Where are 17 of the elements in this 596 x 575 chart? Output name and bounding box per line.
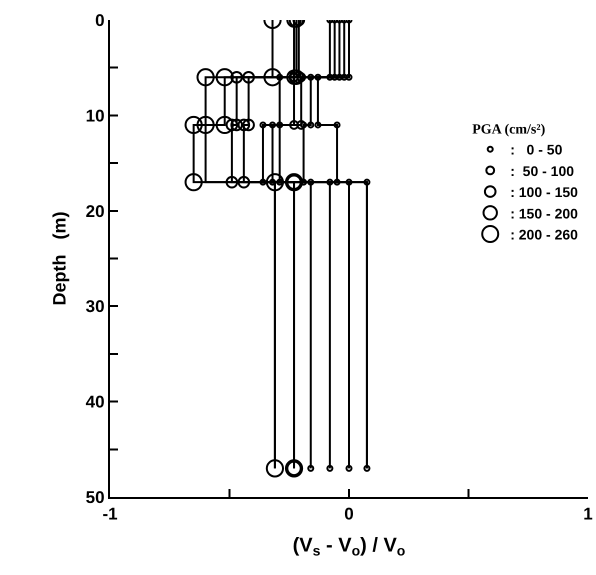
- x-tick-label: 1: [583, 504, 593, 524]
- legend-label: : 50 - 100: [510, 162, 574, 179]
- legend-label: : 150 - 200: [510, 205, 578, 222]
- y-tick-label: 40: [86, 392, 105, 412]
- legend-label: : 100 - 150: [510, 184, 578, 200]
- y-tick-label: 30: [86, 297, 105, 316]
- legend-label: : 200 - 260: [510, 226, 578, 242]
- x-tick-label: 0: [344, 504, 354, 524]
- y-tick-label: 20: [86, 202, 105, 221]
- x-tick-label: -1: [102, 504, 118, 524]
- y-tick-label: 50: [86, 488, 105, 507]
- legend-title: PGA (cm/s²): [472, 122, 546, 138]
- legend-label: : 0 - 50: [510, 142, 563, 158]
- y-axis-title: Depth (m): [49, 212, 70, 306]
- x-axis-title: (V$_{s}$ - V$_{o}$) / V$_{o}$: [292, 534, 406, 559]
- y-tick-label: 10: [86, 106, 105, 126]
- y-tick-label: 0: [95, 10, 105, 30]
